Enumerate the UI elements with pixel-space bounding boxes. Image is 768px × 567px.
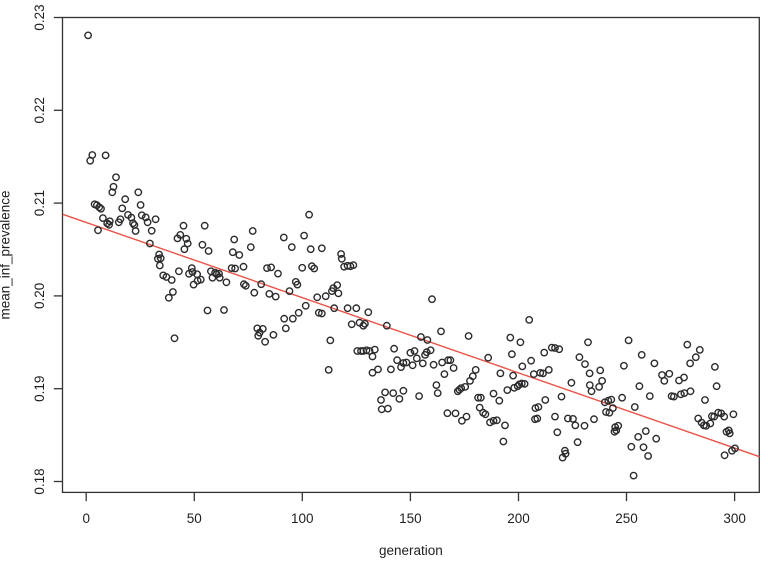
svg-text:50: 50 (187, 511, 202, 526)
svg-text:mean_inf_prevalence: mean_inf_prevalence (0, 190, 13, 319)
svg-text:0.23: 0.23 (32, 4, 47, 30)
svg-text:0.19: 0.19 (32, 376, 47, 402)
svg-text:0.20: 0.20 (32, 283, 47, 309)
svg-text:300: 300 (723, 511, 746, 526)
svg-text:0: 0 (82, 511, 90, 526)
svg-text:0.21: 0.21 (32, 190, 47, 216)
svg-text:100: 100 (291, 511, 314, 526)
svg-text:200: 200 (507, 511, 530, 526)
svg-text:250: 250 (615, 511, 638, 526)
svg-text:150: 150 (399, 511, 422, 526)
svg-text:0.22: 0.22 (32, 97, 47, 123)
svg-text:0.18: 0.18 (32, 468, 47, 494)
svg-text:generation: generation (379, 543, 443, 558)
